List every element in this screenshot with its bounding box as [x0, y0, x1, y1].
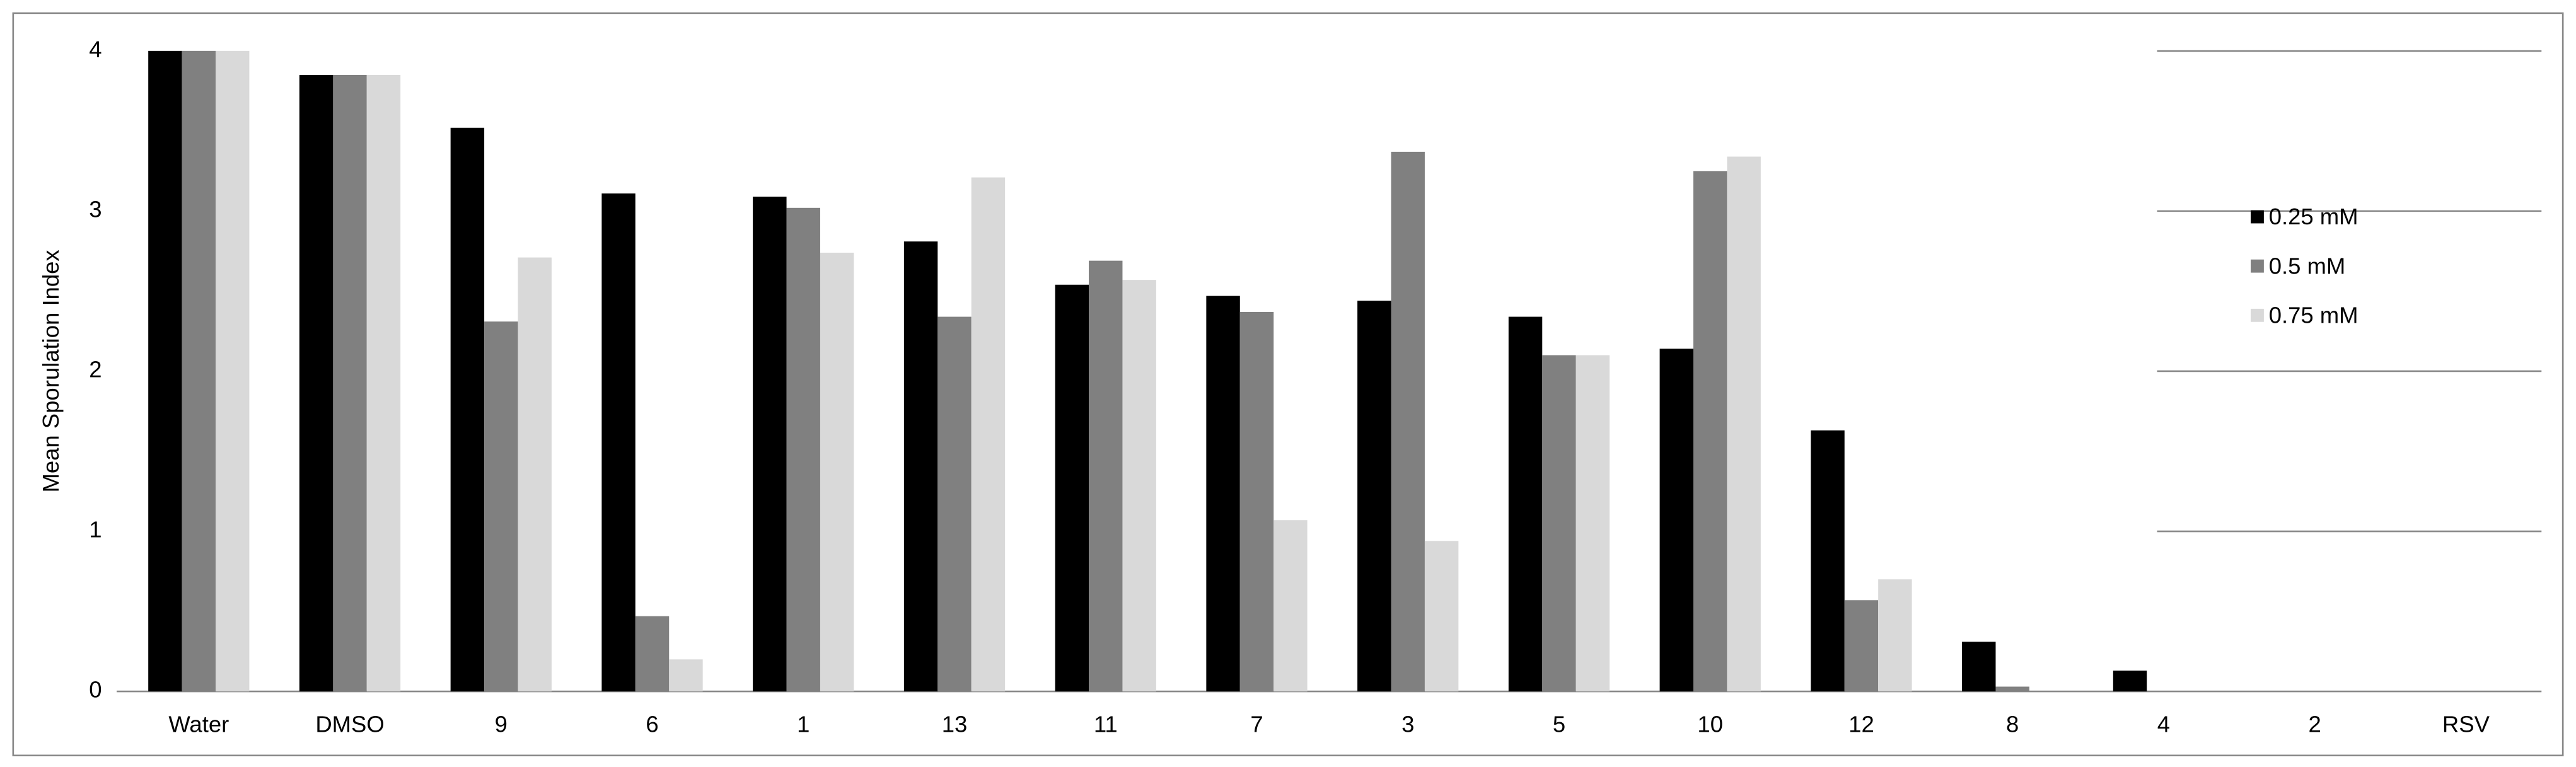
legend-swatch	[2251, 210, 2264, 224]
bar	[1693, 171, 1727, 692]
bar	[148, 50, 182, 692]
x-tick-label: 8	[2006, 711, 2019, 737]
x-tick-label: 9	[495, 711, 508, 737]
bar	[1962, 642, 1996, 692]
x-tick-label: 1	[797, 711, 809, 737]
bar	[333, 74, 367, 692]
bar	[182, 50, 216, 692]
x-tick-label: 2	[2309, 711, 2321, 737]
x-tick-label: 3	[1401, 711, 1414, 737]
y-axis-label: Mean Sporulation Index	[38, 250, 64, 492]
bar	[1055, 284, 1089, 692]
bar	[1659, 349, 1693, 692]
bar	[518, 257, 552, 692]
y-tick-label: 2	[89, 357, 102, 383]
bar	[299, 74, 334, 692]
bar	[2113, 671, 2147, 692]
bar	[1089, 260, 1123, 692]
legend-label: 0.5 mM	[2269, 253, 2346, 279]
legend-swatch	[2251, 259, 2264, 273]
x-tick-label: 13	[942, 711, 968, 737]
x-tick-label: RSV	[2442, 711, 2490, 737]
x-tick-label: 6	[646, 711, 658, 737]
bar	[1273, 520, 1308, 692]
bar	[1878, 579, 1912, 692]
bar	[601, 193, 635, 692]
bar	[484, 321, 518, 692]
bar	[1575, 355, 1610, 692]
x-tick-label: 11	[1094, 711, 1118, 737]
bar	[635, 616, 670, 692]
bar	[1844, 600, 1879, 692]
bar	[820, 252, 854, 692]
x-tick-label: 4	[2157, 711, 2170, 737]
bar	[450, 127, 485, 692]
bar	[669, 659, 703, 692]
x-tick-label: Water	[168, 711, 229, 737]
bar	[786, 207, 820, 692]
y-tick-label: 4	[89, 36, 102, 62]
bar	[971, 177, 1006, 692]
y-tick-label: 1	[89, 517, 102, 543]
bar	[753, 197, 787, 692]
bar	[1811, 430, 1845, 692]
x-tick-label: 12	[1848, 711, 1874, 737]
legend-label: 0.25 mM	[2269, 204, 2358, 229]
bar	[1995, 686, 2029, 692]
x-tick-label: 7	[1250, 711, 1263, 737]
x-tick-label: 5	[1553, 711, 1565, 737]
bar	[1727, 156, 1761, 692]
y-tick-label: 3	[89, 197, 102, 222]
bar	[1542, 355, 1576, 692]
bar	[1508, 316, 1543, 692]
bar	[1239, 311, 1274, 692]
bar	[903, 241, 938, 692]
bar	[1424, 541, 1459, 692]
bar	[1391, 151, 1425, 692]
bar	[1122, 280, 1156, 692]
bar	[937, 316, 972, 692]
bar	[216, 50, 250, 692]
bar	[1206, 296, 1240, 692]
bar	[1357, 301, 1391, 692]
legend-label: 0.75 mM	[2269, 303, 2358, 328]
x-tick-label: DMSO	[315, 711, 384, 737]
legend-swatch	[2251, 308, 2264, 322]
bar	[366, 74, 401, 692]
x-tick-label: 10	[1697, 711, 1723, 737]
y-tick-label: 0	[89, 677, 102, 703]
